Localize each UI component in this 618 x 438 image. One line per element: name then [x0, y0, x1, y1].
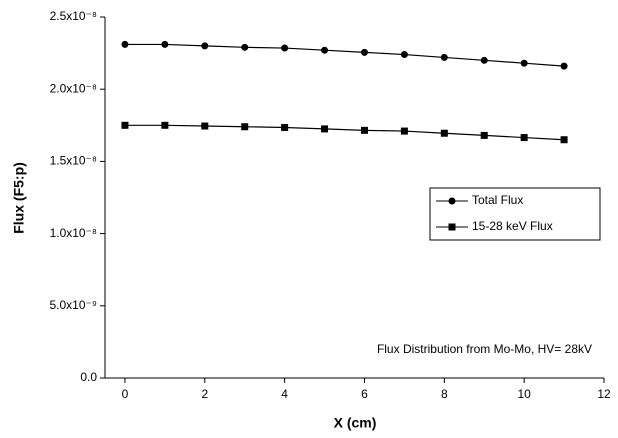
- y-tick-label: 2.0x10⁻⁸: [50, 81, 97, 95]
- x-tick-label: 6: [361, 387, 368, 401]
- marker: [121, 121, 129, 129]
- legend-marker: [448, 197, 456, 205]
- marker: [241, 43, 249, 51]
- x-axis-title: X (cm): [334, 415, 377, 431]
- y-tick-label: 0.0: [80, 370, 97, 384]
- x-tick-label: 4: [281, 387, 288, 401]
- legend-label: Total Flux: [472, 193, 523, 207]
- marker: [201, 122, 209, 130]
- marker: [360, 48, 368, 56]
- annotation: Flux Distribution from Mo-Mo, HV= 28kV: [377, 342, 592, 356]
- marker: [360, 126, 368, 134]
- marker: [480, 131, 488, 139]
- marker: [480, 56, 488, 64]
- marker: [241, 123, 249, 131]
- x-tick-label: 8: [441, 387, 448, 401]
- marker: [121, 40, 129, 48]
- series-line: [124, 43, 565, 67]
- marker: [520, 59, 528, 67]
- marker: [560, 136, 568, 144]
- legend-box: [429, 187, 601, 241]
- x-tick-label: 0: [122, 387, 129, 401]
- x-tick-label: 2: [201, 387, 208, 401]
- marker: [281, 123, 289, 131]
- x-tick-label: 12: [597, 387, 611, 401]
- x-tick-label: 10: [517, 387, 531, 401]
- y-tick-label: 1.0x10⁻⁸: [50, 226, 97, 240]
- marker: [161, 121, 169, 129]
- marker: [321, 125, 329, 133]
- legend-marker: [448, 223, 456, 231]
- marker: [201, 42, 209, 50]
- marker: [560, 62, 568, 70]
- marker: [520, 134, 528, 142]
- marker: [161, 40, 169, 48]
- y-axis-title: Flux (F5:p): [11, 162, 27, 234]
- y-tick-label: 2.5x10⁻⁸: [50, 9, 97, 23]
- y-tick-label: 5.0x10⁻⁹: [49, 298, 97, 312]
- series-line: [124, 124, 565, 141]
- marker: [321, 46, 329, 54]
- marker: [400, 51, 408, 59]
- y-tick-label: 1.5x10⁻⁸: [50, 154, 97, 168]
- marker: [440, 129, 448, 137]
- marker: [440, 53, 448, 61]
- marker: [400, 127, 408, 135]
- legend-label: 15-28 keV Flux: [472, 219, 553, 233]
- marker: [281, 44, 289, 52]
